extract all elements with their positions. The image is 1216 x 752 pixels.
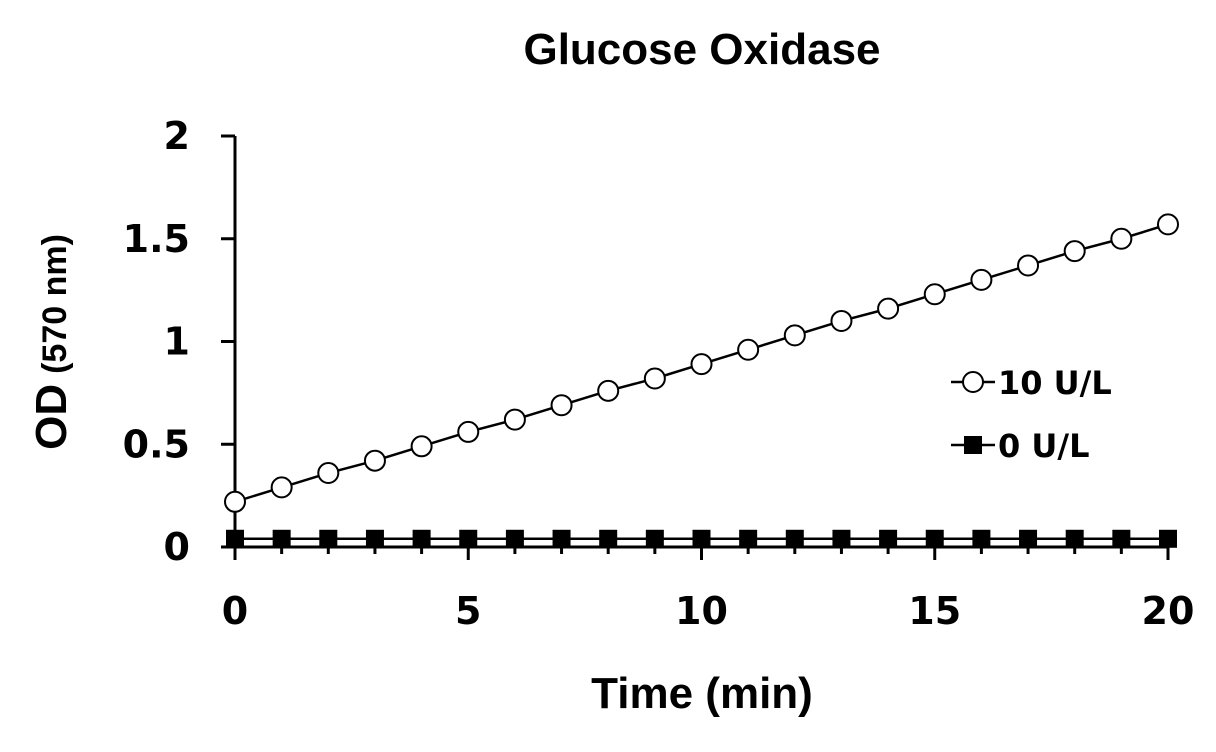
data-point-circle <box>970 268 993 291</box>
data-point-square <box>459 529 478 548</box>
data-point-square <box>645 529 664 548</box>
x-tick-label: 0 <box>222 589 248 633</box>
data-point-circle <box>643 367 666 390</box>
x-axis-label: Time (min) <box>591 669 813 718</box>
data-point-square <box>1112 529 1131 548</box>
data-point-square <box>1019 529 1038 548</box>
data-point-circle <box>457 420 480 443</box>
y-tick-label: 2 <box>164 114 190 158</box>
data-point-circle <box>597 379 620 402</box>
data-point-circle <box>224 490 246 513</box>
data-point-circle <box>923 283 946 306</box>
legend-marker-circle <box>962 371 984 393</box>
y-axis-label-main: OD <box>27 384 76 450</box>
data-point-circle <box>503 408 526 431</box>
data-point-circle <box>877 297 900 320</box>
data-point-circle <box>737 338 760 361</box>
legend-label: 0 U/L <box>998 427 1089 465</box>
data-point-circle <box>363 449 386 472</box>
y-tick-label: 0 <box>164 525 190 569</box>
x-tick-label: 5 <box>455 589 481 633</box>
data-point-square <box>1065 529 1084 548</box>
data-point-circle <box>270 476 293 499</box>
axes: 00.511.520 5 10 15 20 <box>123 114 1195 633</box>
legend-item: 10 U/L <box>951 364 1112 402</box>
y-tick-label: 1 <box>164 320 190 364</box>
data-point-square <box>226 529 244 548</box>
data-point-square <box>505 529 524 548</box>
data-point-square <box>552 529 571 548</box>
legend-marker-square <box>964 436 982 454</box>
legend-label: 10 U/L <box>998 364 1112 402</box>
y-tick-label: 0.5 <box>123 422 190 466</box>
data-point-circle <box>783 324 806 347</box>
data-point-circle <box>1110 227 1133 250</box>
y-tick-label: 1.5 <box>123 217 190 261</box>
y-axis-label-unit: (570 nm) <box>36 234 74 374</box>
data-point-square <box>412 529 431 548</box>
data-point-circle <box>1017 254 1040 277</box>
series-1 <box>224 213 1179 513</box>
data-point-square <box>879 529 898 548</box>
data-point-square <box>739 529 758 548</box>
data-point-circle <box>1063 240 1086 263</box>
data-point-circle <box>410 435 433 458</box>
x-tick-label: 10 <box>675 589 728 633</box>
data-point-square <box>692 529 711 548</box>
series-2 <box>226 529 1177 548</box>
data-point-square <box>972 529 991 548</box>
data-point-circle <box>830 309 853 332</box>
data-point-square <box>832 529 851 548</box>
chart-title: Glucose Oxidase <box>523 25 880 74</box>
data-point-circle <box>550 394 573 417</box>
data-point-circle <box>690 353 713 376</box>
data-point-circle <box>1157 213 1179 236</box>
data-point-square <box>272 529 291 548</box>
data-point-square <box>1159 529 1177 548</box>
series-layer <box>224 213 1179 548</box>
legend-item: 0 U/L <box>951 427 1089 465</box>
legend: 10 U/L 0 U/L <box>951 364 1112 465</box>
x-tick-label: 20 <box>1142 589 1195 633</box>
data-point-square <box>319 529 338 548</box>
data-point-square <box>365 529 384 548</box>
data-point-square <box>925 529 944 548</box>
data-point-square <box>785 529 804 548</box>
x-tick-label: 15 <box>908 589 961 633</box>
y-axis-label: OD (570 nm) <box>27 234 76 450</box>
data-point-square <box>599 529 618 548</box>
data-point-circle <box>317 462 340 485</box>
